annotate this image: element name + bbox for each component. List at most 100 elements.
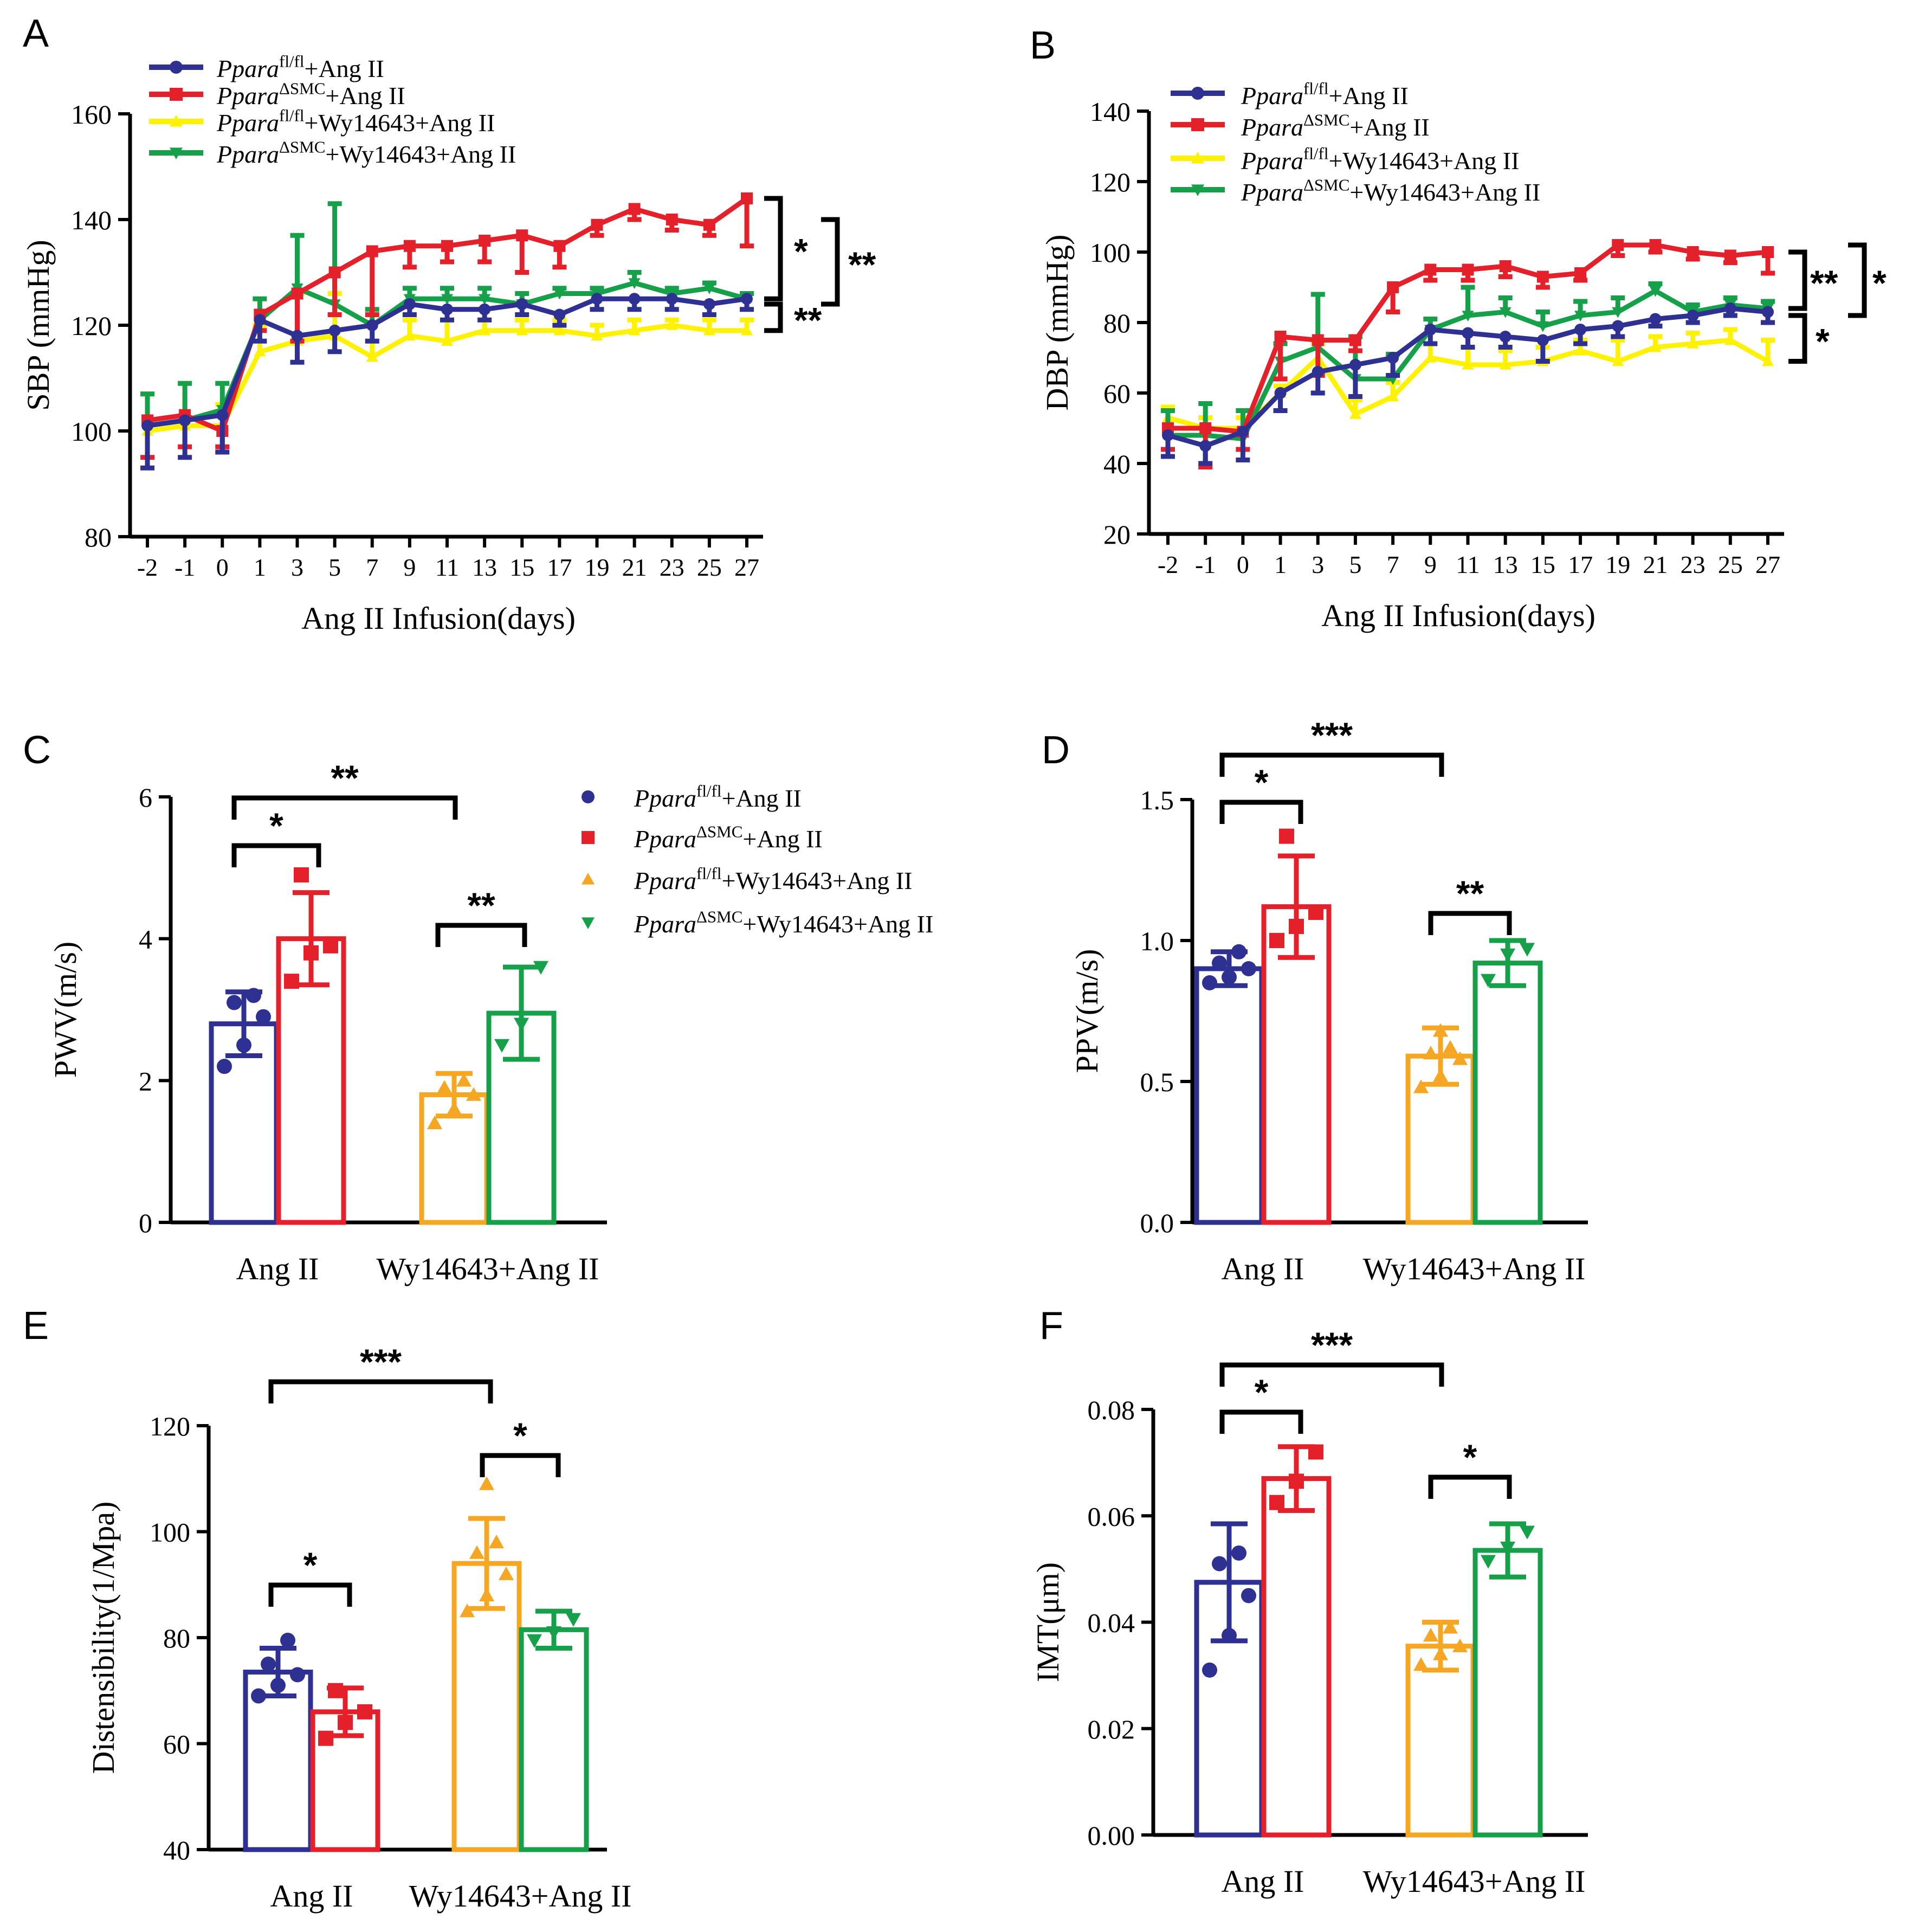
legend-label: Pparafl/fl+Ang II	[1241, 79, 1409, 110]
x-tick-label: 21	[622, 553, 647, 581]
x-tick-label: 11	[1456, 551, 1480, 578]
x-tick-label: -2	[1158, 551, 1178, 578]
x-tick-label: 0	[1237, 551, 1249, 578]
data-point	[1462, 311, 1474, 321]
data-point	[1308, 1444, 1323, 1460]
legend-label: PparaΔSMC+Ang II	[216, 79, 405, 110]
y-axis-title: IMT(μm)	[1030, 1562, 1065, 1682]
x-tick-label: 27	[734, 553, 759, 581]
data-point	[553, 324, 566, 336]
data-point	[1612, 320, 1624, 332]
significance-label: ***	[1311, 1325, 1353, 1365]
data-point	[294, 867, 309, 883]
data-point	[254, 345, 266, 357]
data-point	[236, 1037, 251, 1053]
data-point	[328, 266, 341, 279]
data-point	[479, 1587, 494, 1601]
data-point	[1649, 313, 1662, 325]
y-tick-label: 100	[1090, 237, 1131, 268]
x-tick-label: 0	[216, 553, 229, 581]
data-point	[323, 938, 338, 954]
x-tick-label: 25	[697, 553, 722, 581]
data-point	[1452, 1051, 1468, 1065]
data-point	[1202, 1662, 1217, 1678]
x-axis-title: Ang II Infusion(days)	[1321, 598, 1596, 633]
x-tick-label: 13	[472, 553, 497, 581]
data-point	[516, 298, 528, 310]
panel-label: D	[1042, 729, 1070, 772]
x-tick-label: 15	[1530, 551, 1555, 578]
data-point	[1424, 324, 1437, 336]
data-point	[1520, 943, 1535, 957]
data-point	[1312, 366, 1324, 378]
data-point	[1574, 324, 1587, 336]
data-point	[1462, 359, 1474, 370]
data-point	[251, 1688, 266, 1704]
data-point	[1349, 408, 1361, 419]
data-point	[1520, 1525, 1535, 1540]
bar	[1194, 966, 1264, 1225]
data-point	[1574, 267, 1587, 279]
data-point	[1443, 1040, 1458, 1054]
y-tick-label: 40	[163, 1835, 190, 1865]
x-tick-label: 1	[1274, 551, 1287, 578]
x-tick-label: 1	[254, 553, 266, 581]
y-tick-label: 2	[139, 1066, 152, 1096]
data-point	[318, 1730, 333, 1746]
y-axis-title: PWV(m/s)	[48, 942, 83, 1078]
data-point	[1762, 306, 1774, 318]
data-point	[628, 324, 641, 336]
y-tick-label: 120	[150, 1411, 190, 1441]
significance-label: **	[1810, 263, 1838, 303]
data-point	[437, 1080, 452, 1094]
data-point	[256, 1009, 271, 1025]
significance-label: *	[1872, 263, 1887, 303]
significance-bracket	[231, 795, 458, 820]
data-point	[447, 1101, 462, 1115]
x-tick-label: 9	[1424, 551, 1437, 578]
x-tick-label: 3	[1312, 551, 1324, 578]
data-point	[179, 414, 191, 427]
data-point	[1413, 1079, 1429, 1093]
legend-label: PparaΔSMC+Ang II	[1241, 111, 1430, 141]
x-category-label: Ang II	[236, 1251, 319, 1286]
data-point	[1202, 975, 1217, 990]
data-point	[1237, 426, 1249, 438]
data-point	[1269, 1495, 1284, 1510]
data-point	[703, 298, 715, 310]
legend-marker	[1191, 152, 1204, 164]
x-axis-title: Ang II Infusion(days)	[301, 601, 576, 636]
data-point	[479, 235, 491, 247]
bar	[1472, 1548, 1543, 1838]
significance-label: *	[1255, 762, 1269, 802]
data-point	[1312, 334, 1324, 346]
significance-label: **	[794, 300, 822, 340]
y-tick-label: 120	[1090, 167, 1131, 197]
x-tick-label: 7	[1387, 551, 1399, 578]
data-point	[1231, 1545, 1246, 1561]
data-point	[357, 1704, 372, 1720]
legend-label: Pparafl/fl+Ang II	[216, 52, 384, 82]
data-point	[1387, 281, 1399, 293]
data-point	[1462, 263, 1474, 276]
significance-label: *	[794, 231, 808, 272]
data-point	[1500, 948, 1515, 962]
data-point	[441, 303, 453, 315]
data-point	[1499, 307, 1511, 318]
data-point	[514, 1017, 529, 1032]
y-tick-label: 100	[150, 1517, 190, 1548]
significance-label: **	[1456, 873, 1484, 913]
data-point	[403, 330, 416, 341]
data-point	[1649, 341, 1662, 352]
x-category-label: Ang II	[1221, 1251, 1304, 1286]
data-point	[1423, 1046, 1438, 1060]
significance-bracket	[764, 196, 783, 301]
data-point	[1387, 352, 1399, 364]
y-tick-label: 1.0	[1140, 926, 1174, 956]
x-tick-label: 17	[547, 553, 572, 581]
data-point	[291, 287, 303, 300]
y-tick-label: 0.08	[1088, 1395, 1135, 1425]
data-point	[533, 961, 548, 975]
y-tick-label: 60	[163, 1729, 190, 1760]
